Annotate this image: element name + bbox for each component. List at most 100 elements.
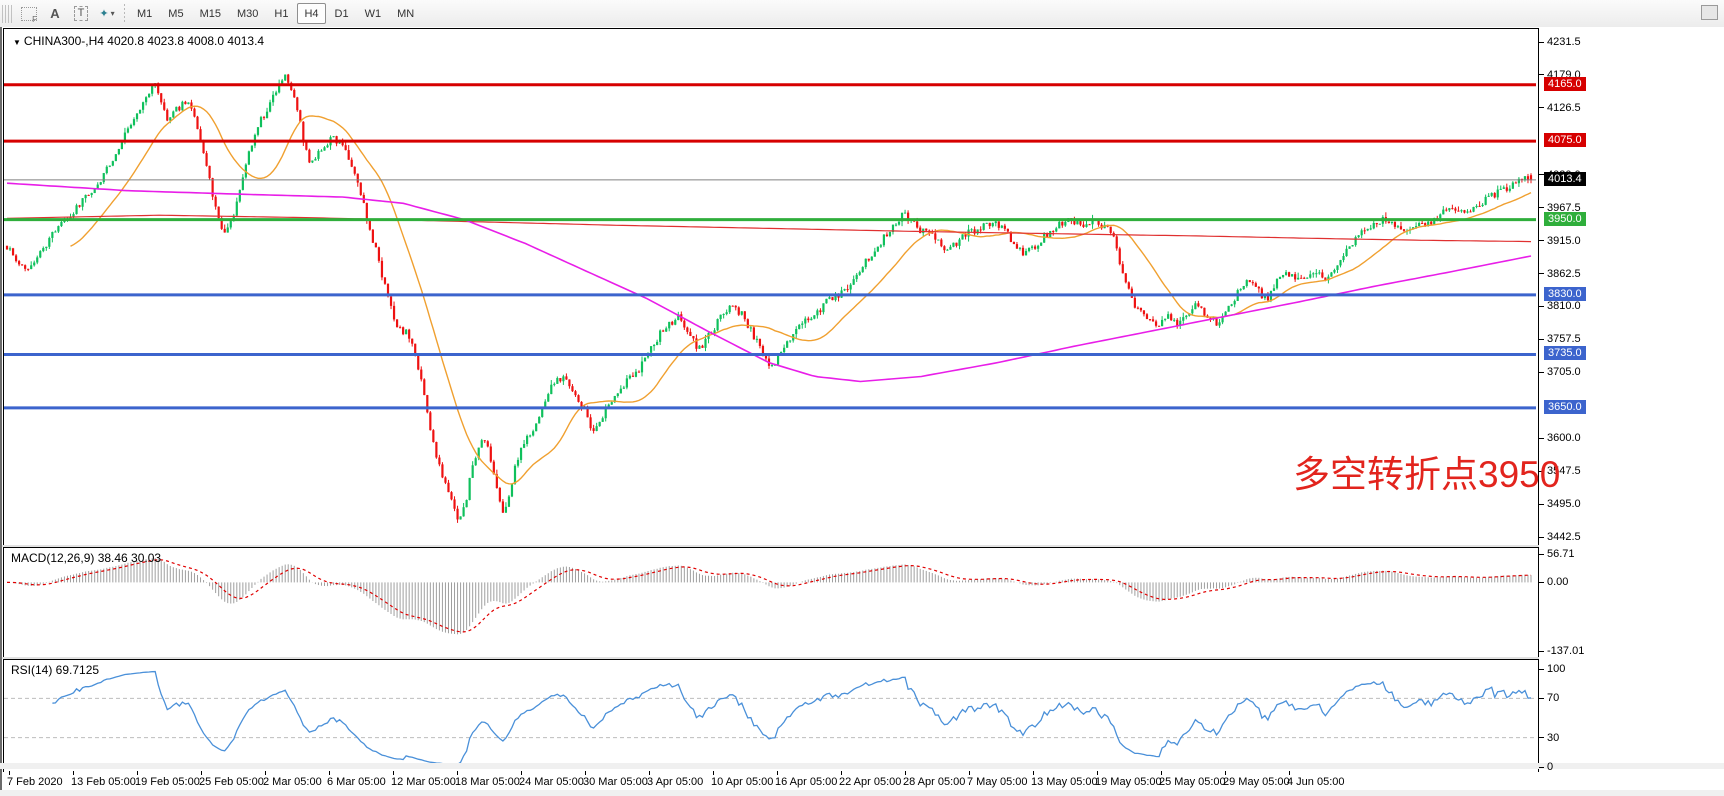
timeframe-button-m1[interactable]: M1: [137, 7, 153, 20]
bottom-strip: [0, 763, 1724, 769]
panel-splitter[interactable]: [2, 545, 1724, 547]
rsi-scale-label: 30: [1539, 732, 1559, 744]
price-tick-label: 3915.0: [1539, 235, 1581, 247]
objects-icon: ✦: [99, 8, 109, 20]
time-label: 18 Mar 05:00: [455, 776, 520, 788]
time-tick: [841, 771, 842, 775]
macd-panel[interactable]: MACD(12,26,9) 38.46 30.03: [3, 547, 1539, 659]
level-price-label: 3650.0: [1544, 399, 1586, 414]
rsi-line: [52, 670, 1532, 766]
level-price-label: 3950.0: [1544, 211, 1586, 226]
timeframe-button-m15[interactable]: M15: [199, 7, 221, 20]
text-label-icon: T: [73, 6, 89, 21]
toolbar-separator: [124, 3, 125, 24]
price-tick-label: 3862.5: [1539, 268, 1581, 280]
timeframe-bar: M1 M5 M15 M30 H1 H4 D1 W1 MN: [129, 3, 422, 24]
ma-fast-orange-line: [70, 105, 1532, 485]
objects-dropdown-button[interactable]: ✦ ▾: [95, 3, 119, 25]
timeframe-button-d1[interactable]: D1: [334, 7, 349, 20]
time-tick: [713, 771, 714, 775]
price-tick-label: 3495.0: [1539, 498, 1581, 510]
top-toolbar: F A T ✦ ▾ M1 M5 M15 M30 H1 H4 D1 W1 MN: [0, 0, 1724, 28]
level-price-label: 3735.0: [1544, 346, 1586, 361]
price-tick-label: 3705.0: [1539, 366, 1581, 378]
rsi-scale-label: 70: [1539, 692, 1559, 704]
time-tick: [521, 771, 522, 775]
chart-annotation-text: 多空转折点3950: [1293, 454, 1561, 495]
rsi-label: RSI(14) 69.7125: [11, 663, 100, 677]
chart-window: ▼ CHINA300-,H4 4020.8 4023.8 4008.0 4013.…: [0, 27, 1724, 790]
time-label: 2 Mar 05:00: [263, 776, 322, 788]
time-label: 28 Apr 05:00: [903, 776, 966, 788]
rsi-chart: [4, 670, 1536, 766]
time-label: 25 Feb 05:00: [199, 776, 264, 788]
toolbar-corner-icon[interactable]: [1701, 5, 1718, 20]
level-price-label: 4075.0: [1544, 133, 1586, 148]
price-tick-label: 3442.5: [1539, 531, 1581, 543]
price-tick-label: 3600.0: [1539, 432, 1581, 444]
price-tick-label: 3547.5: [1539, 465, 1581, 477]
time-tick: [329, 771, 330, 775]
macd-label: MACD(12,26,9) 38.46 30.03: [11, 551, 162, 565]
time-tick: [905, 771, 906, 775]
macd-signal-line: [7, 559, 1531, 633]
insert-text-button[interactable]: A: [43, 3, 67, 25]
time-label: 16 Apr 05:00: [775, 776, 838, 788]
price-tick-label: 3757.5: [1539, 333, 1581, 345]
time-label: 10 Apr 05:00: [711, 776, 774, 788]
time-label: 25 May 05:00: [1159, 776, 1226, 788]
ma-mid-magenta-line: [6, 182, 1532, 383]
time-label: 6 Mar 05:00: [327, 776, 386, 788]
panel-splitter-2[interactable]: [2, 657, 1724, 659]
time-label: 13 May 05:00: [1031, 776, 1098, 788]
macd-chart: [7, 557, 1532, 635]
symbol-dropdown-icon[interactable]: ▼: [13, 38, 21, 47]
time-tick: [777, 771, 778, 775]
timeframe-button-m30[interactable]: M30: [236, 7, 259, 20]
time-tick: [9, 771, 10, 775]
timeframe-button-h1[interactable]: H1: [274, 7, 289, 20]
toolbar-grip[interactable]: [2, 4, 13, 23]
time-label: 7 Feb 2020: [7, 776, 63, 788]
timeframe-button-w1[interactable]: W1: [364, 7, 382, 20]
time-tick: [969, 771, 970, 775]
level-price-label: 3830.0: [1544, 286, 1586, 301]
symbol-header: ▼ CHINA300-,H4 4020.8 4023.8 4008.0 4013.…: [13, 34, 264, 48]
timeframe-button-m5[interactable]: M5: [168, 7, 184, 20]
time-tick: [585, 771, 586, 775]
time-label: 19 May 05:00: [1095, 776, 1162, 788]
time-tick: [1225, 771, 1226, 775]
time-tick: [1033, 771, 1034, 775]
price-tick-label: 3810.0: [1539, 300, 1581, 312]
level-price-label: 4165.0: [1544, 76, 1586, 91]
time-tick: [265, 771, 266, 775]
time-label: 30 Mar 05:00: [583, 776, 648, 788]
time-tick: [1161, 771, 1162, 775]
price-tick-label: 4231.5: [1539, 36, 1581, 48]
time-axis[interactable]: 7 Feb 2020 13 Feb 05:00 19 Feb 05:00 25 Feb…: [3, 771, 1703, 790]
rsi-panel[interactable]: RSI(14) 69.7125: [3, 659, 1539, 774]
price-axis[interactable]: 4231.54179.04126.54020.03967.53915.03862…: [1539, 27, 1724, 790]
timeframe-button-mn[interactable]: MN: [397, 7, 415, 20]
symbol-ohlc-text: CHINA300-,H4 4020.8 4023.8 4008.0 4013.4: [23, 34, 265, 48]
current-price-label: 4013.4: [1544, 171, 1586, 186]
time-label: 22 Apr 05:00: [839, 776, 902, 788]
time-label: 13 Feb 05:00: [71, 776, 136, 788]
text-a-icon: A: [50, 6, 60, 21]
time-tick: [393, 771, 394, 775]
time-tick: [73, 771, 74, 775]
rsi-scale-label: 0: [1539, 761, 1553, 773]
price-tick-label: 4126.5: [1539, 102, 1581, 114]
candlestick-chart: [4, 73, 1536, 523]
macd-scale-label: 0.00: [1539, 576, 1568, 588]
time-label: 7 May 05:00: [967, 776, 1028, 788]
time-tick: [649, 771, 650, 775]
time-tick: [1097, 771, 1098, 775]
text-label-button[interactable]: T: [69, 3, 93, 25]
templates-button[interactable]: F: [17, 3, 41, 25]
time-label: 24 Mar 05:00: [519, 776, 584, 788]
rsi-scale-label: 100: [1539, 663, 1565, 675]
time-tick: [137, 771, 138, 775]
main-chart-panel[interactable]: ▼ CHINA300-,H4 4020.8 4023.8 4008.0 4013.…: [3, 28, 1560, 547]
timeframe-button-h4[interactable]: H4: [297, 3, 326, 24]
